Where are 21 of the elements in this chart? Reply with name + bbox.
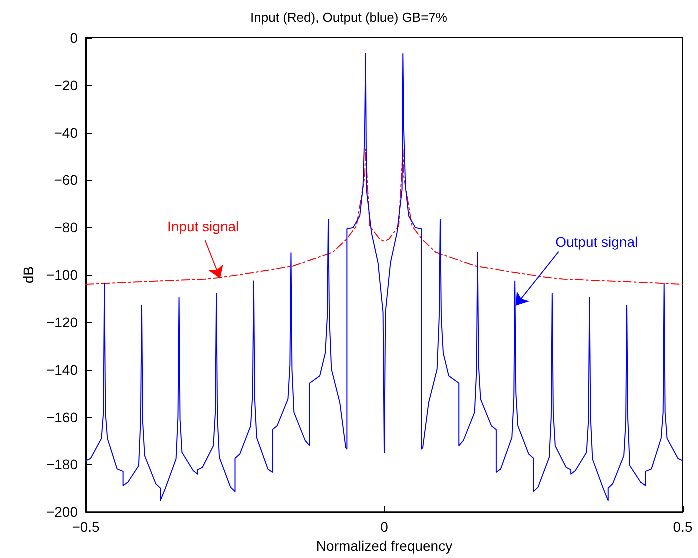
y-tick-label: −60: [54, 172, 78, 188]
y-tick-label: −200: [46, 504, 78, 520]
chart-title: Input (Red), Output (blue) GB=7%: [250, 10, 448, 25]
line-series: [86, 148, 684, 286]
y-tick-label: −180: [46, 456, 78, 473]
y-tick-label: −100: [46, 267, 78, 284]
y-tick-label: −120: [46, 314, 78, 330]
y-tick-label: −80: [54, 220, 78, 236]
x-tick-label: −0.5: [72, 519, 100, 536]
annotation: Input signal: [168, 218, 240, 235]
y-tick-label: 0: [70, 30, 78, 46]
x-axis-title: Normalized frequency: [316, 538, 453, 554]
y-tick-label: −20: [54, 77, 78, 94]
y-axis-title: dB: [20, 266, 37, 284]
x-tick-label: 0: [380, 519, 389, 536]
line-series: [86, 53, 684, 502]
annotation: Output signal: [556, 234, 638, 250]
y-tick-label: −140: [46, 362, 78, 378]
y-tick-label: −40: [54, 124, 78, 141]
y-tick-label: −160: [46, 409, 78, 426]
x-tick-label: 0.5: [673, 519, 693, 536]
